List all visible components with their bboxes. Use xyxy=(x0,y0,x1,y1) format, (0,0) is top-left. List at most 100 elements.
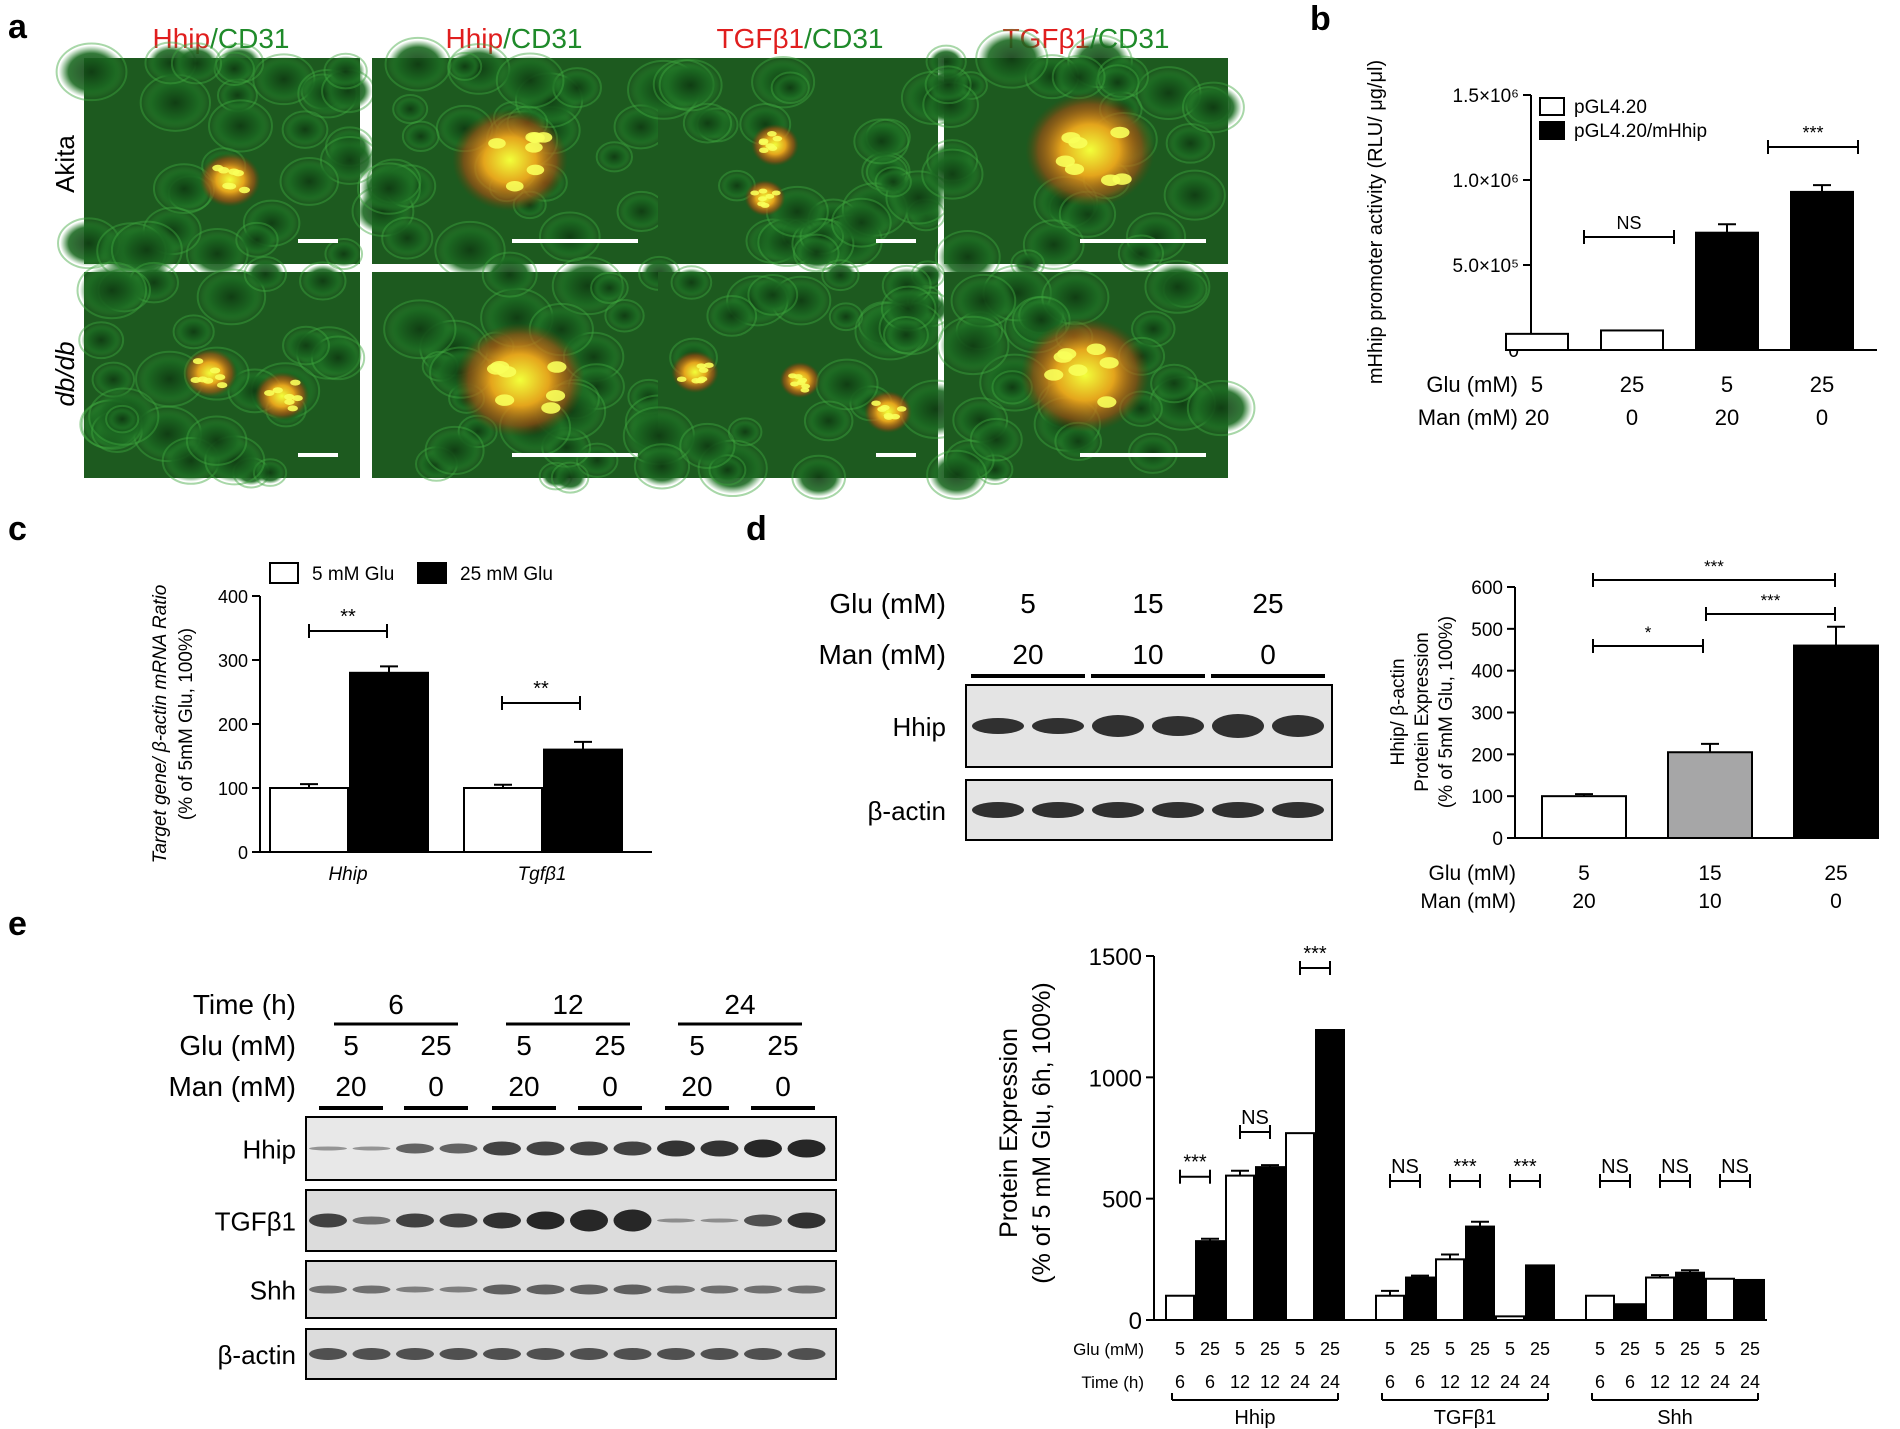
e-blot-band xyxy=(439,1286,478,1293)
d-blot-man-label: Man (mM) xyxy=(818,639,946,670)
e-time-value: 24 xyxy=(1530,1372,1550,1392)
capillary-signal xyxy=(691,377,701,384)
cell-boundary xyxy=(279,157,340,206)
e-time-value: 24 xyxy=(1320,1372,1340,1392)
tissue-cell xyxy=(953,276,1014,325)
tissue-cell xyxy=(327,240,361,268)
tissue-cell xyxy=(199,271,264,323)
e-glu-value: 25 xyxy=(1200,1339,1220,1359)
e-glu-value: 5 xyxy=(1385,1339,1395,1359)
capillary-signal xyxy=(287,405,298,412)
e-time-value: 12 xyxy=(1260,1372,1280,1392)
tissue-cell xyxy=(553,464,587,491)
cell-boundary xyxy=(185,415,248,466)
cell-boundary xyxy=(853,118,910,165)
e-blot-band xyxy=(352,1348,391,1360)
cell-boundary xyxy=(235,221,279,258)
d-y-tick-label: 600 xyxy=(1471,578,1503,599)
e-bar-TGFβ1-2 xyxy=(1405,1276,1435,1321)
tissue-cell xyxy=(155,166,212,212)
b-man-value: 20 xyxy=(1525,405,1549,430)
e-time-value: 6 xyxy=(1625,1372,1635,1392)
e-bar-Hhip-5 xyxy=(1285,1132,1315,1321)
cell-boundary xyxy=(921,148,984,200)
c-y-tick-label: 0 xyxy=(238,843,248,863)
glomerulus-stain xyxy=(455,323,585,437)
cell-boundary xyxy=(679,422,736,469)
cell-boundary xyxy=(324,237,364,271)
b-bar-3 xyxy=(1695,231,1759,351)
tissue-cell xyxy=(636,446,688,487)
capillary-signal xyxy=(238,186,251,194)
micrograph-r1-c3 xyxy=(627,55,968,273)
tissue-cell xyxy=(387,39,449,89)
capillary-signal xyxy=(696,363,707,369)
cell-boundary xyxy=(550,461,590,494)
tissue-cell xyxy=(108,407,137,431)
cell-boundary xyxy=(243,256,288,292)
d-glu-value: 15 xyxy=(1698,862,1721,885)
cell-boundary xyxy=(604,299,645,333)
d-blot-band xyxy=(972,718,1024,734)
tissue-cell xyxy=(939,318,1007,373)
tissue-cell xyxy=(450,54,480,78)
d-sig-5-25-label: *** xyxy=(1704,557,1724,576)
c-sig-tgfb1-label: ** xyxy=(533,678,549,700)
capillary-signal xyxy=(224,183,237,190)
e-bar-TGFβ1-1 xyxy=(1375,1294,1405,1321)
cell-boundary xyxy=(770,71,810,105)
capillary-signal xyxy=(292,395,303,402)
e-blot-band xyxy=(309,1146,347,1151)
d-y-tick-label: 100 xyxy=(1471,787,1503,808)
tissue-cell xyxy=(1166,172,1223,218)
tissue-cell xyxy=(1098,67,1137,98)
e-blot-band xyxy=(483,1348,521,1360)
d-blot-band xyxy=(1032,802,1084,818)
e-sig-label: NS xyxy=(1601,1156,1629,1178)
cell-boundary xyxy=(791,454,847,500)
scale-bar xyxy=(1080,239,1206,243)
e-blot-band xyxy=(787,1348,826,1360)
tissue-cell xyxy=(927,68,969,102)
e-blot-band xyxy=(526,1284,565,1295)
tissue-cell xyxy=(555,70,599,106)
tissue-cell xyxy=(282,160,337,203)
tissue-cell xyxy=(1189,382,1253,434)
tissue-cell xyxy=(386,302,454,357)
e-blot-glu-value: 5 xyxy=(516,1030,532,1061)
d-blot-band xyxy=(1092,715,1144,737)
e-blot-man-value: 0 xyxy=(775,1071,791,1102)
e-blot-band xyxy=(657,1285,695,1294)
tissue-cell xyxy=(1168,125,1213,161)
d-blot-band xyxy=(972,802,1024,818)
capillary-signal xyxy=(290,379,301,386)
b-legend-swatch-filled xyxy=(1539,121,1565,140)
capillary-signal xyxy=(525,131,543,143)
c-y-axis-label-2: (% of 5mM Glu, 100%) xyxy=(176,628,197,820)
e-blot-band xyxy=(570,1348,608,1360)
cell-boundary xyxy=(196,268,267,326)
e-blot-time-value: 12 xyxy=(552,989,583,1020)
e-time-value: 24 xyxy=(1740,1372,1760,1392)
d-blot-band-label: Hhip xyxy=(893,712,946,742)
panel-letter-b: b xyxy=(1310,0,1331,38)
e-group-label: Shh xyxy=(1657,1407,1693,1429)
panel-letter-d: d xyxy=(746,510,767,548)
cell-boundary xyxy=(697,439,768,498)
tissue-cell xyxy=(831,305,861,329)
c-legend-swatch-open xyxy=(269,562,299,584)
b-glu-value: 5 xyxy=(1531,372,1543,397)
panel-letter-e: e xyxy=(8,905,27,943)
d-glu-value: 25 xyxy=(1824,862,1847,885)
e-blot-band xyxy=(570,1284,608,1295)
tissue-cell xyxy=(437,223,503,277)
micrograph-r2-c1 xyxy=(76,256,366,489)
scale-bar xyxy=(876,453,916,457)
tissue-cell xyxy=(94,364,133,395)
b-glu-value: 25 xyxy=(1620,372,1644,397)
cell-boundary xyxy=(323,52,368,90)
cell-boundary xyxy=(706,294,758,337)
tissue-cell xyxy=(219,81,255,110)
capillary-signal xyxy=(232,169,244,177)
e-glu-value: 25 xyxy=(1740,1339,1760,1359)
